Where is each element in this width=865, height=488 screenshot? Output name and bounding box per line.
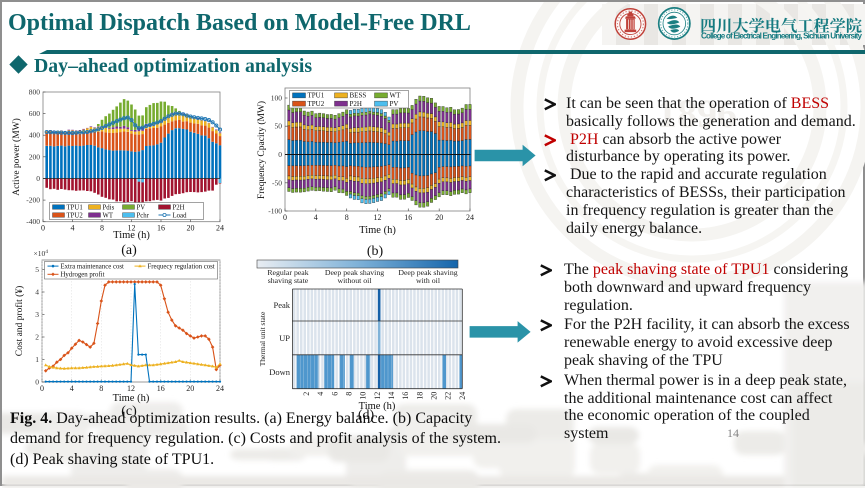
svg-text:4: 4 xyxy=(71,224,75,233)
svg-text:24: 24 xyxy=(466,213,474,222)
svg-text:4: 4 xyxy=(35,288,39,297)
svg-text:0: 0 xyxy=(40,384,44,393)
svg-text:Cost and profit (¥): Cost and profit (¥) xyxy=(14,286,25,356)
svg-text:6: 6 xyxy=(330,392,339,396)
svg-text:10: 10 xyxy=(359,392,368,400)
svg-text:Extra maintenance cost: Extra maintenance cost xyxy=(61,264,125,271)
svg-text:-400: -400 xyxy=(26,217,40,226)
svg-text:24: 24 xyxy=(458,392,467,400)
svg-text:WT: WT xyxy=(390,92,402,100)
svg-text:without oil: without oil xyxy=(337,276,372,285)
svg-text:(b): (b) xyxy=(367,244,384,259)
svg-text:Down: Down xyxy=(269,367,291,377)
svg-text:22: 22 xyxy=(444,392,453,400)
svg-text:24: 24 xyxy=(216,224,224,233)
svg-text:TPU1: TPU1 xyxy=(308,92,325,100)
svg-text:4: 4 xyxy=(314,213,318,222)
svg-text:8: 8 xyxy=(100,224,104,233)
svg-text:TPU2: TPU2 xyxy=(308,100,325,108)
svg-text:20: 20 xyxy=(186,384,194,393)
svg-text:5: 5 xyxy=(35,265,39,274)
svg-text:400: 400 xyxy=(29,131,41,140)
svg-text:20: 20 xyxy=(187,224,195,233)
svg-text:1: 1 xyxy=(35,355,39,364)
svg-text:(a): (a) xyxy=(121,243,137,258)
svg-text:PV: PV xyxy=(390,100,399,108)
svg-text:Pdis: Pdis xyxy=(103,204,115,211)
svg-text:TPU2: TPU2 xyxy=(67,212,84,219)
svg-text:16: 16 xyxy=(157,384,165,393)
svg-text:Time (h): Time (h) xyxy=(113,393,150,404)
svg-text:800: 800 xyxy=(29,88,41,97)
svg-text:TPU1: TPU1 xyxy=(67,204,83,211)
svg-text:3: 3 xyxy=(35,310,39,319)
svg-text:Active power (MW): Active power (MW) xyxy=(11,118,22,196)
svg-text:with oil: with oil xyxy=(416,276,441,285)
svg-text:Frequency Cpacity (MW): Frequency Cpacity (MW) xyxy=(256,101,267,199)
svg-text:8: 8 xyxy=(99,384,103,393)
svg-text:-100: -100 xyxy=(268,207,282,216)
svg-text:24: 24 xyxy=(216,384,224,393)
svg-text:0: 0 xyxy=(278,150,282,159)
svg-text:Time (h): Time (h) xyxy=(113,230,150,241)
svg-text:4: 4 xyxy=(316,392,325,396)
svg-text:20: 20 xyxy=(430,392,439,400)
svg-text:2: 2 xyxy=(302,392,311,396)
svg-text:200: 200 xyxy=(29,152,41,161)
svg-text:14: 14 xyxy=(387,392,396,400)
svg-text:0: 0 xyxy=(35,378,39,387)
svg-text:600: 600 xyxy=(29,109,41,118)
svg-text:2: 2 xyxy=(35,333,39,342)
svg-text:0: 0 xyxy=(41,224,45,233)
svg-text:8: 8 xyxy=(345,392,354,396)
svg-text:Time (h): Time (h) xyxy=(359,225,396,236)
svg-text:Thermal unit state: Thermal unit state xyxy=(258,311,267,366)
svg-text:50: 50 xyxy=(275,122,283,131)
svg-text:Load: Load xyxy=(173,212,188,219)
svg-text:100: 100 xyxy=(271,94,283,103)
svg-text:18: 18 xyxy=(415,392,424,400)
svg-text:8: 8 xyxy=(345,213,349,222)
svg-text:PV: PV xyxy=(137,204,146,211)
svg-text:4: 4 xyxy=(70,384,74,393)
svg-text:20: 20 xyxy=(435,213,443,222)
svg-text:0: 0 xyxy=(283,213,287,222)
svg-text:16: 16 xyxy=(401,392,410,400)
svg-text:Hydrogen profit: Hydrogen profit xyxy=(61,272,105,279)
svg-text:16: 16 xyxy=(404,213,412,222)
svg-text:Peak: Peak xyxy=(273,300,290,310)
svg-text:-50: -50 xyxy=(272,178,282,187)
svg-text:P2H: P2H xyxy=(173,204,185,211)
svg-text:shaving state: shaving state xyxy=(268,276,309,285)
svg-text:0: 0 xyxy=(36,174,40,183)
svg-text:Pchr: Pchr xyxy=(137,212,150,219)
svg-text:16: 16 xyxy=(157,224,165,233)
svg-text:×104: ×104 xyxy=(34,249,49,258)
svg-text:P2H: P2H xyxy=(350,100,362,108)
svg-text:12: 12 xyxy=(127,384,135,393)
svg-text:Frequecy regulation cost: Frequecy regulation cost xyxy=(148,264,215,271)
svg-text:BESS: BESS xyxy=(350,92,367,100)
svg-text:-200: -200 xyxy=(26,196,40,205)
svg-text:WT: WT xyxy=(103,212,114,219)
svg-text:UP: UP xyxy=(279,333,290,343)
svg-text:12: 12 xyxy=(374,213,382,222)
svg-text:12: 12 xyxy=(373,392,382,400)
